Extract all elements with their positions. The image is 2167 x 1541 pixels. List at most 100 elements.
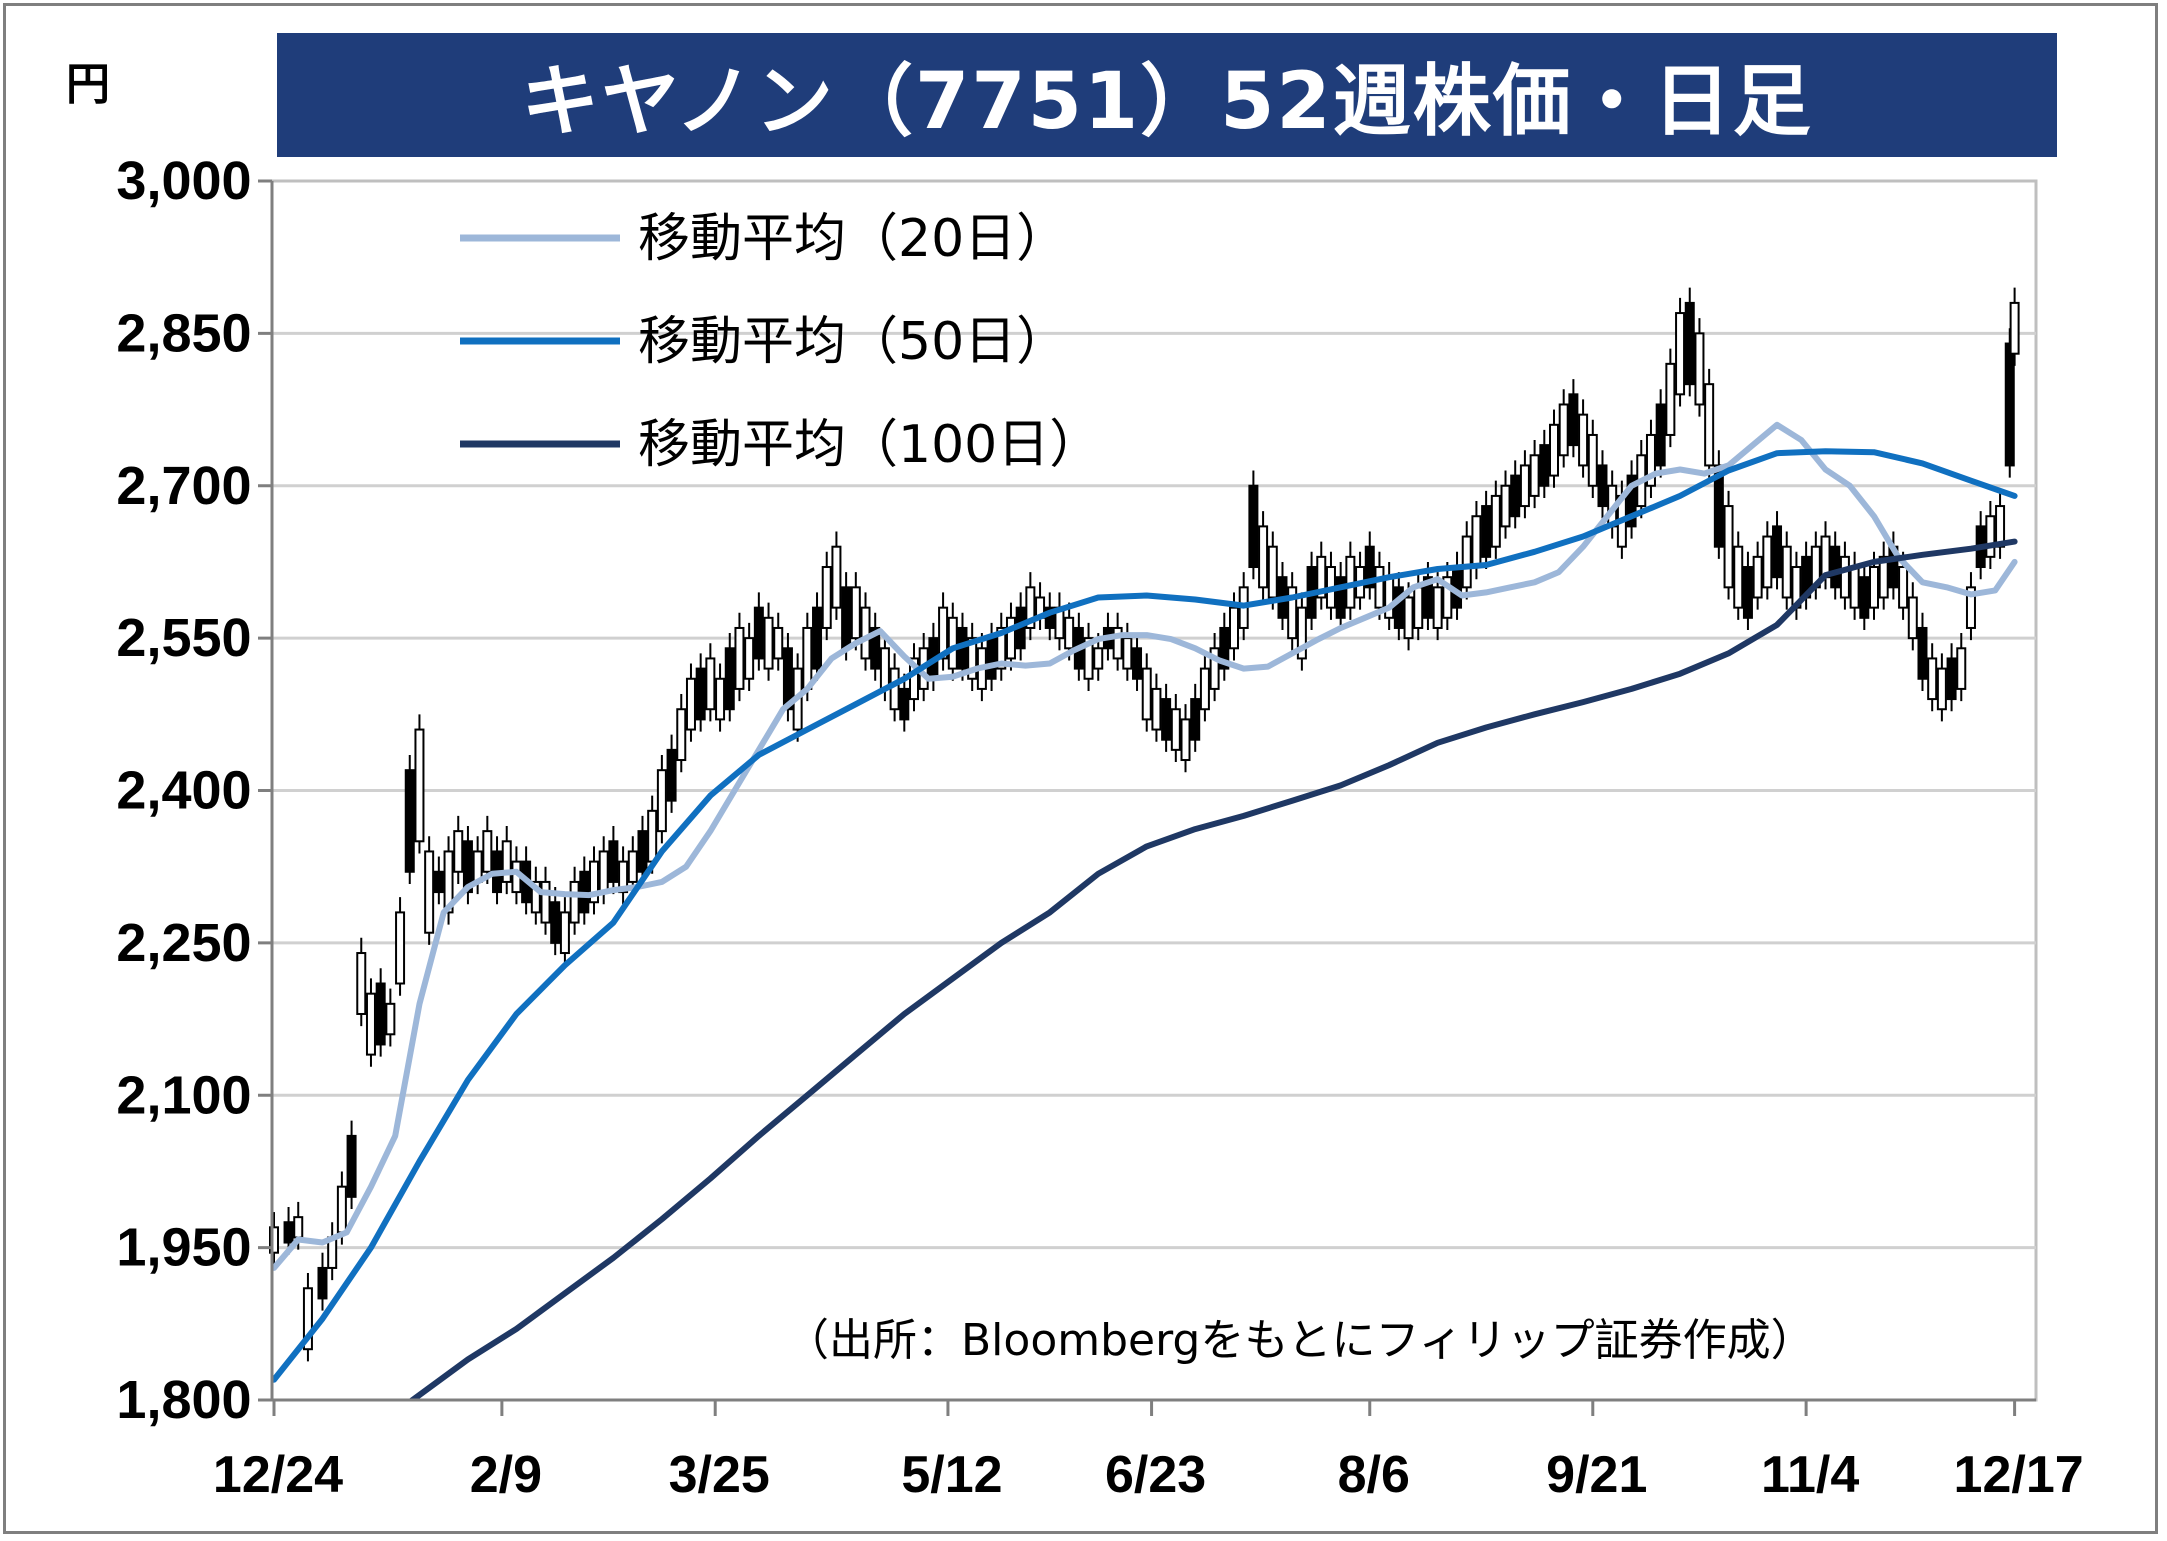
candle-body	[1704, 383, 1715, 467]
candle-body	[414, 728, 425, 843]
candle-body	[734, 626, 745, 690]
candle-body	[724, 647, 735, 711]
axes: 1,800 1,950 2,100 2,250 2,400 2,550 2,700 2,850…	[116, 151, 2083, 1504]
candle-body	[1946, 657, 1957, 701]
candle-body	[627, 850, 638, 883]
candle-body	[1713, 464, 1724, 548]
candle-body	[1936, 667, 1947, 711]
x-tick-label: 8/6	[1338, 1446, 1410, 1504]
candle-body	[589, 860, 599, 904]
candle-body	[1432, 586, 1443, 629]
candle-body	[1161, 698, 1172, 741]
candle-body	[1723, 505, 1734, 589]
candle-body	[1413, 586, 1424, 629]
candle-body	[1490, 494, 1501, 548]
candle-body	[569, 880, 580, 924]
candle-body	[1422, 576, 1433, 619]
candle-body	[1442, 576, 1453, 619]
candle-body	[1626, 474, 1637, 528]
candle-body	[821, 566, 832, 629]
candle-body	[424, 850, 435, 934]
candle-body	[782, 647, 793, 711]
candle-body	[1064, 616, 1075, 650]
candle-body	[608, 840, 619, 883]
x-tick-label: 2/9	[470, 1446, 542, 1504]
candle-body	[1752, 555, 1763, 599]
candle-body	[1927, 657, 1938, 701]
candle-body	[802, 626, 813, 690]
candle-body	[1655, 403, 1666, 467]
candle-body	[1898, 566, 1909, 609]
source-note: （出所：Bloombergをもとにフィリップ証券作成）	[785, 1315, 1815, 1366]
y-tick-label: 3,000	[116, 151, 251, 211]
candle-body	[269, 1226, 279, 1254]
candle-body	[1675, 312, 1686, 396]
candle-body	[870, 626, 881, 670]
legend-label: 移動平均（50日）	[638, 312, 1068, 372]
candle-body	[540, 880, 551, 924]
candle-body	[1180, 718, 1191, 762]
candle-body	[1112, 626, 1123, 660]
grid-lines	[272, 331, 2036, 1250]
candle-body	[443, 850, 454, 914]
candle-body	[676, 708, 687, 762]
candle-body	[1510, 474, 1521, 518]
candle-body	[1374, 566, 1385, 609]
candle-body	[1830, 545, 1841, 589]
candle-body	[1141, 667, 1152, 721]
candle-body	[1219, 626, 1230, 670]
candle-body	[1005, 616, 1016, 660]
candle-body	[1907, 596, 1918, 640]
candle-body	[1364, 545, 1375, 589]
y-tick-label: 2,250	[116, 913, 251, 973]
candle-body	[889, 667, 900, 711]
candle-body	[1258, 525, 1269, 589]
candle-body	[773, 626, 784, 660]
candle-body	[1461, 535, 1472, 589]
candle-body	[375, 982, 386, 1046]
candle-body	[1781, 545, 1792, 599]
candle-body	[1985, 515, 1996, 558]
legend-label: 移動平均（100日）	[638, 415, 1101, 475]
candle-body	[346, 1134, 357, 1198]
candle-body	[647, 809, 658, 863]
candle-body	[365, 992, 376, 1056]
x-tick-label: 11/4	[1761, 1446, 1859, 1504]
candle-body	[433, 870, 444, 894]
candle-body	[1296, 606, 1307, 660]
candle-body	[860, 606, 871, 660]
candle-body	[1500, 484, 1511, 528]
candle-body	[1558, 403, 1569, 457]
candle-body	[1199, 667, 1210, 711]
candle-body	[1335, 576, 1346, 619]
candle-body	[879, 647, 890, 690]
candle-body	[1849, 566, 1860, 609]
candle-body	[831, 545, 842, 609]
candle-body	[530, 880, 541, 914]
candle-body	[685, 677, 696, 731]
candle-body	[1481, 505, 1492, 558]
y-tick-label: 2,700	[116, 456, 251, 516]
candle-body	[1471, 515, 1482, 569]
candle-body	[501, 840, 512, 883]
candle-body	[1733, 545, 1744, 609]
y-tick-label: 1,950	[116, 1218, 251, 1278]
candle-body	[812, 606, 823, 670]
candle-body	[1597, 464, 1608, 508]
x-tick-label: 5/12	[901, 1446, 1002, 1504]
candle-body	[1539, 444, 1550, 487]
candle-body	[753, 606, 764, 660]
candle-body	[1762, 535, 1773, 589]
candle-body	[1684, 301, 1695, 386]
candle-body	[283, 1221, 294, 1244]
candle-body	[666, 748, 677, 802]
legend: 移動平均（20日） 移動平均（50日） 移動平均（100日）	[460, 209, 1101, 475]
y-tick-label: 1,800	[116, 1370, 251, 1430]
candle-body	[938, 606, 949, 660]
candle-body	[385, 1002, 396, 1036]
candle-body	[293, 1216, 304, 1239]
candle-body	[598, 850, 609, 894]
candle-body	[1190, 698, 1201, 741]
y-tick-label: 2,550	[116, 608, 251, 668]
x-tick-label: 6/23	[1105, 1446, 1206, 1504]
